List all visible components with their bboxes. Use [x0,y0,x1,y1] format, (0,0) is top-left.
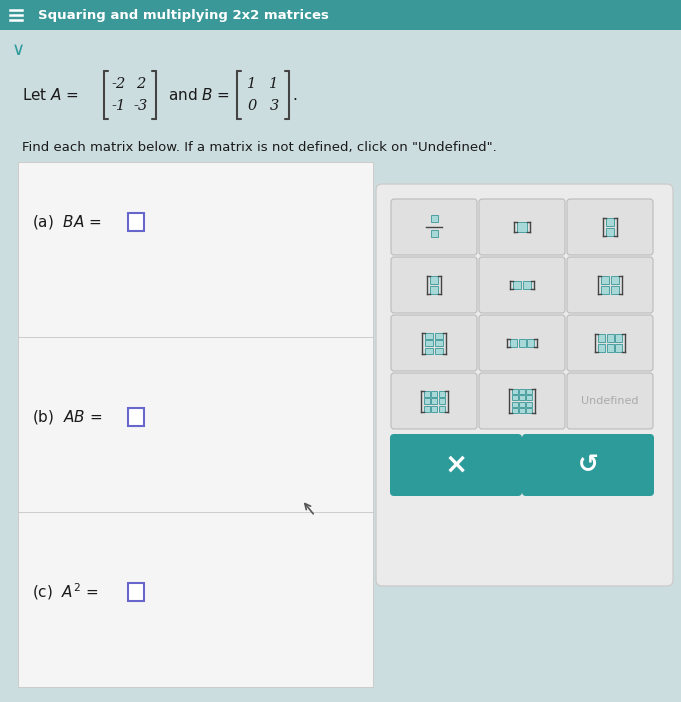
FancyBboxPatch shape [391,373,477,429]
FancyBboxPatch shape [601,286,609,293]
FancyBboxPatch shape [513,281,521,289]
Text: -2: -2 [112,77,126,91]
FancyBboxPatch shape [479,257,565,313]
Text: .: . [292,88,297,102]
FancyBboxPatch shape [424,390,430,397]
FancyBboxPatch shape [567,373,653,429]
FancyBboxPatch shape [601,277,609,284]
FancyBboxPatch shape [606,218,614,226]
Text: Squaring and multiplying 2x2 matrices: Squaring and multiplying 2x2 matrices [38,8,329,22]
FancyBboxPatch shape [434,347,443,354]
FancyBboxPatch shape [526,389,532,395]
FancyBboxPatch shape [430,277,438,284]
FancyBboxPatch shape [431,398,437,404]
FancyBboxPatch shape [128,213,144,231]
FancyBboxPatch shape [376,184,673,586]
FancyBboxPatch shape [567,257,653,313]
FancyBboxPatch shape [567,315,653,371]
FancyBboxPatch shape [439,390,445,397]
FancyBboxPatch shape [391,199,477,255]
FancyBboxPatch shape [527,339,534,347]
FancyBboxPatch shape [611,286,619,293]
FancyBboxPatch shape [611,277,619,284]
FancyBboxPatch shape [512,408,518,413]
Text: (c)  $A^{2}$ =: (c) $A^{2}$ = [32,582,99,602]
FancyBboxPatch shape [479,199,565,255]
FancyBboxPatch shape [519,395,525,400]
FancyBboxPatch shape [391,257,477,313]
FancyBboxPatch shape [479,315,565,371]
Text: and $B$ =: and $B$ = [168,87,230,103]
FancyBboxPatch shape [522,434,654,496]
FancyBboxPatch shape [519,402,525,406]
FancyBboxPatch shape [431,406,437,411]
Text: -3: -3 [134,99,148,113]
FancyBboxPatch shape [518,339,526,347]
Text: Find each matrix below. If a matrix is not defined, click on "Undefined".: Find each matrix below. If a matrix is n… [22,142,496,154]
FancyBboxPatch shape [434,340,443,346]
Text: 2: 2 [136,77,146,91]
FancyBboxPatch shape [439,406,445,411]
FancyBboxPatch shape [517,222,527,232]
FancyBboxPatch shape [519,389,525,395]
FancyBboxPatch shape [607,334,614,343]
FancyBboxPatch shape [526,402,532,406]
FancyBboxPatch shape [615,334,622,343]
FancyBboxPatch shape [425,347,433,354]
FancyBboxPatch shape [512,389,518,395]
FancyBboxPatch shape [390,434,522,496]
Text: 0: 0 [247,99,257,113]
FancyBboxPatch shape [606,227,614,236]
FancyBboxPatch shape [430,230,437,237]
FancyBboxPatch shape [567,199,653,255]
FancyBboxPatch shape [425,333,433,338]
FancyBboxPatch shape [523,281,530,289]
FancyBboxPatch shape [391,315,477,371]
Text: (b)  $AB$ =: (b) $AB$ = [32,408,102,426]
Text: Let $A$ =: Let $A$ = [22,87,79,103]
FancyBboxPatch shape [425,340,433,346]
FancyBboxPatch shape [510,339,517,347]
FancyBboxPatch shape [598,334,605,343]
FancyBboxPatch shape [128,583,144,601]
Text: Undefined: Undefined [582,396,639,406]
FancyBboxPatch shape [431,390,437,397]
FancyBboxPatch shape [607,344,614,352]
FancyBboxPatch shape [439,398,445,404]
FancyBboxPatch shape [18,162,373,687]
FancyBboxPatch shape [526,395,532,400]
FancyBboxPatch shape [424,406,430,411]
FancyBboxPatch shape [430,215,437,222]
Text: 1: 1 [247,77,257,91]
FancyBboxPatch shape [479,373,565,429]
Text: ∨: ∨ [12,41,25,59]
Text: 3: 3 [270,99,279,113]
FancyBboxPatch shape [615,344,622,352]
FancyBboxPatch shape [512,395,518,400]
FancyBboxPatch shape [0,0,681,30]
Text: (a)  $BA$ =: (a) $BA$ = [32,213,101,231]
FancyBboxPatch shape [434,333,443,338]
FancyBboxPatch shape [519,408,525,413]
FancyBboxPatch shape [512,402,518,406]
FancyBboxPatch shape [424,398,430,404]
Text: -1: -1 [112,99,126,113]
FancyBboxPatch shape [128,408,144,426]
Text: ×: × [445,451,468,479]
FancyBboxPatch shape [526,408,532,413]
FancyBboxPatch shape [430,286,438,293]
Text: ↺: ↺ [577,453,599,477]
Text: 1: 1 [270,77,279,91]
FancyBboxPatch shape [598,344,605,352]
